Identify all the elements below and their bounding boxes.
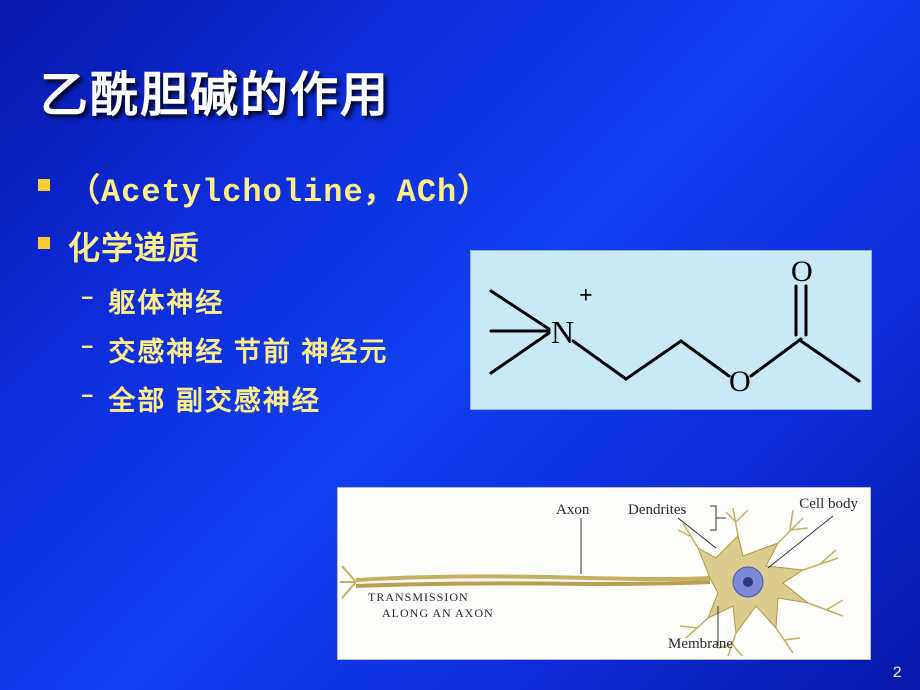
label-transmission-1: TRANSMISSION <box>368 590 469 605</box>
neuron-diagram: Axon Dendrites Cell body Membrane TRANSM… <box>337 487 871 660</box>
chemical-structure-diagram: N + O O <box>470 250 872 410</box>
label-transmission-2: ALONG AN AXON <box>382 606 494 621</box>
content-area: （Acetylcholine，ACh） 化学递质 – 躯体神经 – 交感神经 节… <box>38 165 490 428</box>
sub-item-2: – 交感神经 节前 神经元 <box>80 330 490 369</box>
sub-text-3: 全部 副交感神经 <box>108 379 321 418</box>
label-membrane: Membrane <box>668 636 733 653</box>
dash-icon: – <box>80 285 94 312</box>
atom-o-ester: O <box>729 365 751 398</box>
sub-text-2: 交感神经 节前 神经元 <box>108 330 388 369</box>
label-cellbody: Cell body <box>799 496 858 513</box>
atom-n: N <box>551 314 574 350</box>
atom-o-carbonyl: O <box>791 255 813 288</box>
bullet-square-icon <box>38 237 50 249</box>
bullet-text-1: （Acetylcholine，ACh） <box>68 165 490 211</box>
dash-icon: – <box>80 334 94 361</box>
sub-text-1: 躯体神经 <box>108 281 224 320</box>
slide-title: 乙酰胆碱的作用 <box>40 55 390 126</box>
dash-icon: – <box>80 383 94 410</box>
bullet-item-2: 化学递质 <box>38 223 490 269</box>
label-dendrites: Dendrites <box>628 502 686 519</box>
bullet-square-icon <box>38 179 50 191</box>
sub-item-1: – 躯体神经 <box>80 281 490 320</box>
sub-item-3: – 全部 副交感神经 <box>80 379 490 418</box>
bullet-text-2: 化学递质 <box>68 223 200 269</box>
bullet-item-1: （Acetylcholine，ACh） <box>38 165 490 211</box>
page-number: 2 <box>892 664 902 682</box>
charge-plus: + <box>579 283 593 309</box>
label-axon: Axon <box>556 502 589 519</box>
